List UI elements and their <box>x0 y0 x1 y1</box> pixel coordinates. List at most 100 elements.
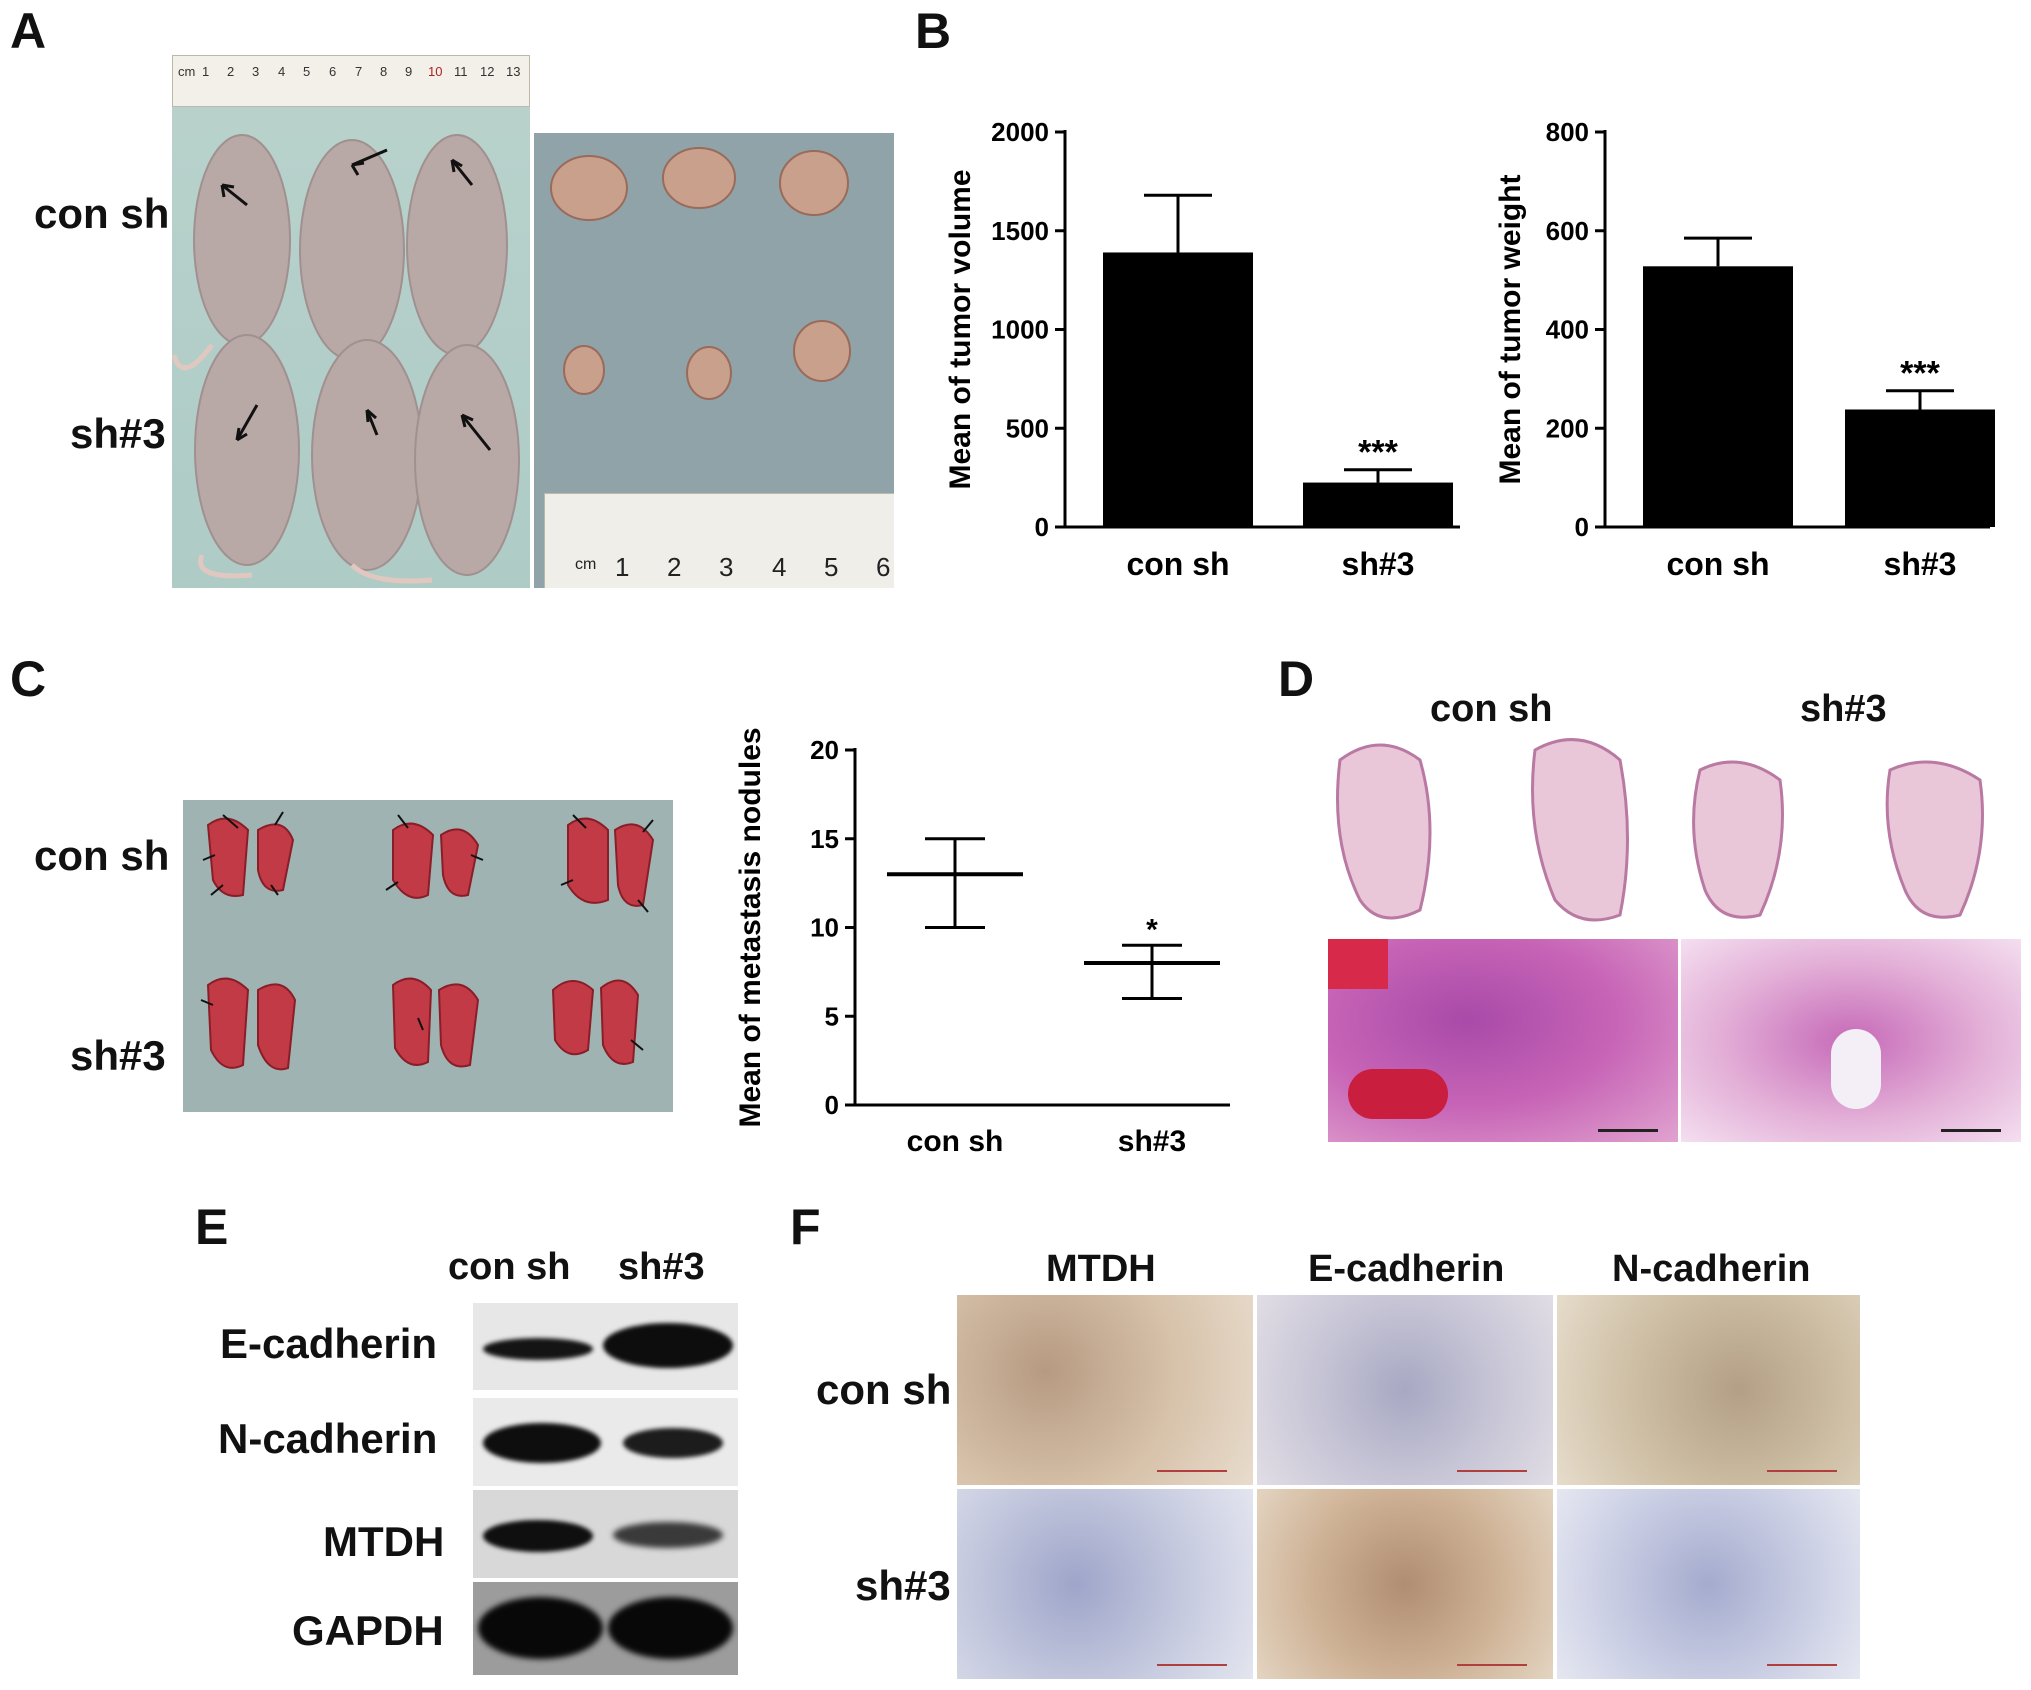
blot-strip-e-cadherin <box>473 1303 738 1390</box>
stain-label-mtdh: MTDH <box>1046 1248 1156 1290</box>
ihc-n-cadherin-sh3 <box>1556 1488 1861 1680</box>
significance-label: *** <box>1900 355 1940 393</box>
ihc-e-cadherin-sh3 <box>1256 1488 1554 1680</box>
panel-a-row-label-con-sh: con sh <box>34 190 170 237</box>
x-tick-label: sh#3 <box>1884 546 1957 582</box>
tumor-weight-chart: 0 200 400 600 800 Mean of tumor weight con sh *… <box>1494 117 1995 582</box>
scale-bar <box>1941 1129 2001 1132</box>
ruler-num: 3 <box>719 552 734 582</box>
ruler-num: 4 <box>772 552 787 582</box>
y-tick-label: 5 <box>825 1001 839 1031</box>
bar <box>1103 252 1253 527</box>
blot-strip-gapdh <box>473 1582 738 1675</box>
mice-silhouettes <box>172 134 520 584</box>
panel-a-letter: A <box>10 3 47 59</box>
significance-label: *** <box>1358 434 1398 472</box>
he-micrograph-con-sh <box>1327 938 1679 1143</box>
lane-label-con-sh: con sh <box>448 1246 571 1288</box>
ruler-num: 1 <box>202 64 210 79</box>
y-tick-label: 20 <box>810 735 839 765</box>
scale-bar <box>1157 1664 1227 1666</box>
blot-band <box>478 1597 603 1659</box>
top-ruler-numbers: cm 1 2 3 4 5 6 7 8 9 10 11 12 13 <box>178 64 528 84</box>
he-vessel <box>1328 939 1388 989</box>
y-tick-label: 1000 <box>991 315 1049 345</box>
mice-ruler <box>172 55 530 107</box>
ihc-mtdh-sh3 <box>956 1488 1254 1680</box>
scale-bar <box>1767 1664 1837 1666</box>
ruler-num: 11 <box>454 64 468 79</box>
ruler-num: 5 <box>303 64 311 79</box>
blot-band <box>623 1428 723 1458</box>
ruler-num: 5 <box>824 552 839 582</box>
x-tick-label: con sh <box>1666 546 1769 582</box>
stain-label-e-cadherin: E-cadherin <box>1308 1248 1505 1290</box>
panel-c-letter: C <box>10 651 47 707</box>
scale-bar <box>1157 1470 1227 1472</box>
x-tick-label: sh#3 <box>1118 1125 1186 1158</box>
y-tick-label: 15 <box>810 824 839 854</box>
blot-band <box>613 1522 723 1548</box>
blot-strip-n-cadherin <box>473 1398 738 1486</box>
he-micrograph-sh3 <box>1680 938 2022 1143</box>
ruler-num: 2 <box>227 64 235 79</box>
protein-label-mtdh: MTDH <box>323 1518 445 1565</box>
stain-label-n-cadherin: N-cadherin <box>1612 1248 1811 1290</box>
protein-label-gapdh: GAPDH <box>292 1607 444 1654</box>
tumor-specimens <box>550 147 851 400</box>
lungs-photo <box>183 800 673 1112</box>
tumor-photo <box>534 133 894 588</box>
blot-band <box>483 1338 593 1360</box>
panel-c-row-label-sh3: sh#3 <box>70 1032 166 1079</box>
bar <box>1303 482 1453 527</box>
ruler-num: 4 <box>278 64 286 79</box>
lung-specimens <box>200 811 655 1071</box>
ruler-num: 13 <box>506 64 521 79</box>
ruler-num: 3 <box>252 64 260 79</box>
he-lung-sections <box>1336 738 1984 922</box>
ihc-n-cadherin-con-sh <box>1556 1294 1861 1486</box>
panel-a-row-label-sh3: sh#3 <box>70 410 166 457</box>
ruler-num: 7 <box>355 64 363 79</box>
x-tick-label: con sh <box>1126 546 1229 582</box>
blot-band <box>608 1597 733 1659</box>
ruler-num: 6 <box>329 64 337 79</box>
y-tick-label: 0 <box>1575 512 1589 542</box>
scale-bar <box>1767 1470 1837 1472</box>
blot-band <box>483 1423 601 1463</box>
scale-bar <box>1457 1664 1527 1666</box>
panel-d-label-con-sh: con sh <box>1430 688 1553 730</box>
scale-bar <box>1598 1129 1658 1132</box>
significance-label: * <box>1146 913 1158 946</box>
bottom-ruler-numbers: cm 1 2 3 4 5 6 <box>570 552 900 586</box>
y-tick-label: 400 <box>1546 315 1589 345</box>
tumor-ruler <box>544 493 894 588</box>
metastasis-nodules-chart: 0 5 10 15 20 Mean of metastasis nodules con sh… <box>734 727 1230 1158</box>
y-tick-label: 1500 <box>991 216 1049 246</box>
panel-e-letter: E <box>195 1199 229 1255</box>
y-tick-label: 0 <box>1035 512 1049 542</box>
panel-f-row-label-sh3: sh#3 <box>855 1562 951 1609</box>
ruler-num: 12 <box>480 64 495 79</box>
y-tick-label: 200 <box>1546 413 1589 443</box>
ruler-num: cm <box>178 64 196 79</box>
he-vessel <box>1348 1069 1448 1119</box>
blot-band <box>483 1520 593 1552</box>
protein-label-n-cadherin: N-cadherin <box>218 1415 438 1462</box>
y-tick-label: 0 <box>825 1090 839 1120</box>
blot-strip-mtdh <box>473 1490 738 1578</box>
protein-label-e-cadherin: E-cadherin <box>220 1320 438 1367</box>
ihc-e-cadherin-con-sh <box>1256 1294 1554 1486</box>
lane-label-sh3: sh#3 <box>618 1246 705 1288</box>
panel-d-letter: D <box>1278 651 1315 707</box>
y-axis-label: Mean of tumor weight <box>1494 175 1527 485</box>
ruler-num: 8 <box>380 64 388 79</box>
y-axis-label: Mean of metastasis nodules <box>734 727 767 1127</box>
y-tick-label: 10 <box>810 913 839 943</box>
y-axis-label: Mean of tumor volume <box>944 169 977 489</box>
he-alveolus <box>1831 1029 1881 1109</box>
bar <box>1845 409 1995 527</box>
x-tick-label: sh#3 <box>1342 546 1415 582</box>
y-tick-label: 2000 <box>991 117 1049 147</box>
y-tick-label: 800 <box>1546 117 1589 147</box>
